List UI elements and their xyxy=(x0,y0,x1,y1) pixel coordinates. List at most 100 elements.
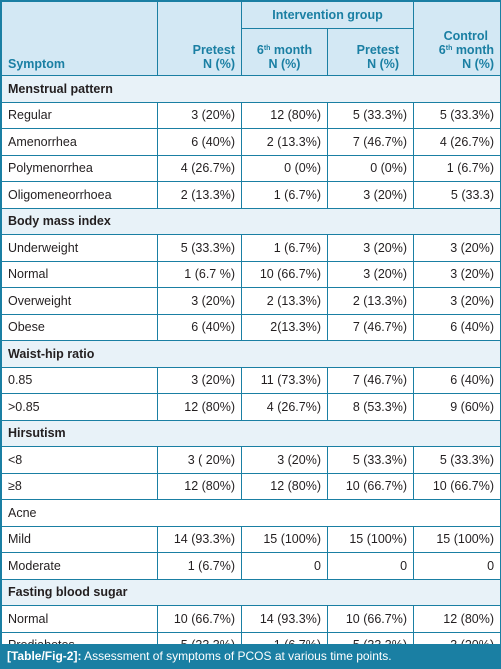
cell-value: 10 (66.7%) xyxy=(157,605,242,633)
cell-value: 2 (13.3%) xyxy=(241,128,328,156)
cell-value: 1 (6.7%) xyxy=(241,234,328,262)
cell-value: 7 (46.7%) xyxy=(326,366,415,394)
header-pretest-1: Pretest N (%) xyxy=(157,1,242,76)
section-row: Menstrual pattern xyxy=(0,75,501,103)
cell-value: 5 (33.3%) xyxy=(413,446,501,474)
row-label: Overweight xyxy=(1,287,158,315)
section-title: Acne xyxy=(0,499,501,527)
cell-value: 3 (20%) xyxy=(157,287,242,315)
cell-value: 5 (33.3) xyxy=(413,181,501,209)
cell-value: 3 (20%) xyxy=(157,101,242,129)
section-row: Acne xyxy=(0,499,501,527)
cell-value: 0 (0%) xyxy=(326,154,415,182)
header-intervention-group: Intervention group xyxy=(240,1,415,29)
figure-caption: [Table/Fig-2]: Assessment of symptoms of… xyxy=(1,644,500,668)
cell-value: 0 (0%) xyxy=(241,154,328,182)
cell-value: 14 (93.3%) xyxy=(157,525,242,553)
cell-value: 1 (6.7%) xyxy=(413,154,501,182)
header-pretest-2: Pretest N (%) xyxy=(326,28,415,76)
cell-value: 3 (20%) xyxy=(157,366,242,394)
table-row: Normal 1 (6.7 %) 10 (66.7%) 3 (20%) 3 (20%) xyxy=(1,260,501,288)
section-title: Menstrual pattern xyxy=(0,75,501,103)
cell-value: 4 (26.7%) xyxy=(413,128,501,156)
cell-value: 12 (80%) xyxy=(157,472,242,500)
cell-value: 3 (20%) xyxy=(326,181,415,209)
row-label: 0.85 xyxy=(1,366,158,394)
table-row: ≥8 12 (80%) 12 (80%) 10 (66.7%) 10 (66.7%) xyxy=(1,472,501,500)
row-label: Mild xyxy=(1,525,158,553)
cell-value: 12 (80%) xyxy=(241,101,328,129)
cell-value: 3 ( 20%) xyxy=(157,446,242,474)
section-title: Waist-hip ratio xyxy=(0,340,501,368)
section-row: Body mass index xyxy=(0,207,501,235)
table-row: >0.85 12 (80%) 4 (26.7%) 8 (53.3%) 9 (60%) xyxy=(1,393,501,421)
row-label: Polymenorrhea xyxy=(1,154,158,182)
cell-value: 1 (6.7%) xyxy=(241,181,328,209)
cell-value: 7 (46.7%) xyxy=(326,128,415,156)
row-label: Normal xyxy=(1,605,158,633)
cell-value: 15 (100%) xyxy=(241,525,328,553)
cell-value: 1 (6.7%) xyxy=(157,552,242,580)
cell-value: 2 (13.3%) xyxy=(241,287,328,315)
table-row: Moderate 1 (6.7%) 0 0 0 xyxy=(1,552,501,580)
section-title: Fasting blood sugar xyxy=(0,578,501,606)
table-row: Amenorrhea 6 (40%) 2 (13.3%) 7 (46.7%) 4 (26… xyxy=(1,128,501,156)
cell-value: 3 (20%) xyxy=(413,287,501,315)
cell-value: 10 (66.7%) xyxy=(413,472,501,500)
cell-value: 6 (40%) xyxy=(157,128,242,156)
table-row: Obese 6 (40%) 2(13.3%) 7 (46.7%) 6 (40%) xyxy=(1,313,501,341)
cell-value: 9 (60%) xyxy=(413,393,501,421)
row-label: Moderate xyxy=(1,552,158,580)
row-label: Underweight xyxy=(1,234,158,262)
row-label: Normal xyxy=(1,260,158,288)
cell-value: 10 (66.7%) xyxy=(326,472,415,500)
row-label: Obese xyxy=(1,313,158,341)
cell-value: 12 (80%) xyxy=(157,393,242,421)
cell-value: 5 (33.3%) xyxy=(326,101,415,129)
row-label: ≥8 xyxy=(1,472,158,500)
cell-value: 8 (53.3%) xyxy=(326,393,415,421)
table-row: Regular 3 (20%) 12 (80%) 5 (33.3%) 5 (33.3%) xyxy=(1,101,501,129)
cell-value: 2 (13.3%) xyxy=(157,181,242,209)
cell-value: 6 (40%) xyxy=(157,313,242,341)
row-label: Amenorrhea xyxy=(1,128,158,156)
cell-value: 4 (26.7%) xyxy=(157,154,242,182)
section-row: Fasting blood sugar xyxy=(0,578,501,606)
cell-value: 2 (13.3%) xyxy=(326,287,415,315)
section-row: Waist-hip ratio xyxy=(0,340,501,368)
cell-value: 3 (20%) xyxy=(413,260,501,288)
cell-value: 6 (40%) xyxy=(413,313,501,341)
table-row: Overweight 3 (20%) 2 (13.3%) 2 (13.3%) 3 (20… xyxy=(1,287,501,315)
table-body: Menstrual pattern Regular 3 (20%) 12 (80%) 5… xyxy=(0,75,501,659)
cell-value: 1 (6.7 %) xyxy=(157,260,242,288)
cell-value: 2(13.3%) xyxy=(241,313,328,341)
cell-value: 7 (46.7%) xyxy=(326,313,415,341)
cell-value: 10 (66.7%) xyxy=(326,605,415,633)
row-label: <8 xyxy=(1,446,158,474)
section-title: Hirsutism xyxy=(0,419,501,447)
table-row: <8 3 ( 20%) 3 (20%) 5 (33.3%) 5 (33.3%) xyxy=(1,446,501,474)
table-row: Polymenorrhea 4 (26.7%) 0 (0%) 0 (0%) 1 (6.7… xyxy=(1,154,501,182)
table-row: 0.85 3 (20%) 11 (73.3%) 7 (46.7%) 6 (40%) xyxy=(1,366,501,394)
table-row: Mild 14 (93.3%) 15 (100%) 15 (100%) 15 (100%… xyxy=(1,525,501,553)
cell-value: 11 (73.3%) xyxy=(241,366,328,394)
section-title: Body mass index xyxy=(0,207,501,235)
cell-value: 15 (100%) xyxy=(326,525,415,553)
cell-value: 14 (93.3%) xyxy=(241,605,328,633)
cell-value: 12 (80%) xyxy=(413,605,501,633)
table-row: Underweight 5 (33.3%) 1 (6.7%) 3 (20%) 3 (20… xyxy=(1,234,501,262)
cell-value: 4 (26.7%) xyxy=(241,393,328,421)
cell-value: 5 (33.3%) xyxy=(326,446,415,474)
table-row: Normal 10 (66.7%) 14 (93.3%) 10 (66.7%) 12 (… xyxy=(1,605,501,633)
cell-value: 3 (20%) xyxy=(413,234,501,262)
cell-value: 10 (66.7%) xyxy=(241,260,328,288)
row-label: Oligomeneorrhoea xyxy=(1,181,158,209)
cell-value: 5 (33.3%) xyxy=(413,101,501,129)
cell-value: 0 xyxy=(413,552,501,580)
cell-value: 12 (80%) xyxy=(241,472,328,500)
row-label: Regular xyxy=(1,101,158,129)
header-control: Control 6th month N (%) xyxy=(413,1,501,76)
cell-value: 6 (40%) xyxy=(413,366,501,394)
